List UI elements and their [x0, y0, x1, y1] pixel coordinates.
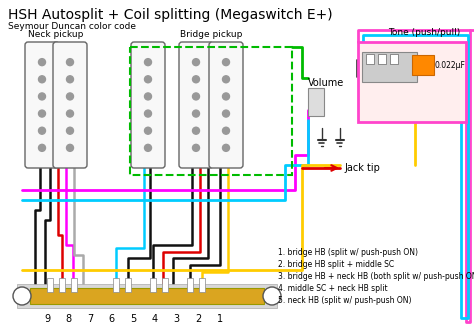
Circle shape — [192, 110, 200, 117]
Circle shape — [66, 59, 73, 66]
Circle shape — [145, 110, 152, 117]
Circle shape — [263, 287, 281, 305]
Bar — [125, 278, 131, 292]
Bar — [366, 54, 374, 64]
Circle shape — [66, 127, 73, 134]
Bar — [30, 288, 264, 304]
Circle shape — [66, 110, 73, 117]
Bar — [362, 52, 417, 82]
Bar — [187, 278, 193, 292]
FancyBboxPatch shape — [25, 42, 59, 168]
Text: Tone (push/pull): Tone (push/pull) — [388, 28, 460, 37]
Bar — [130, 47, 292, 175]
Circle shape — [66, 76, 73, 83]
Circle shape — [38, 76, 46, 83]
Bar — [390, 54, 398, 64]
Circle shape — [145, 127, 152, 134]
Circle shape — [192, 76, 200, 83]
Bar — [17, 284, 277, 308]
Text: 5: 5 — [130, 314, 137, 324]
Circle shape — [38, 127, 46, 134]
Circle shape — [222, 127, 229, 134]
Circle shape — [145, 144, 152, 151]
FancyBboxPatch shape — [53, 42, 87, 168]
Bar — [308, 88, 324, 116]
Circle shape — [222, 59, 229, 66]
Text: 9: 9 — [44, 314, 50, 324]
FancyBboxPatch shape — [131, 42, 165, 168]
Text: 2: 2 — [195, 314, 201, 324]
Text: Volume: Volume — [308, 78, 344, 88]
Bar — [47, 278, 53, 292]
Text: 6: 6 — [109, 314, 115, 324]
Text: Jack tip: Jack tip — [344, 163, 380, 173]
FancyBboxPatch shape — [179, 42, 213, 168]
Bar — [412, 55, 434, 75]
Circle shape — [222, 144, 229, 151]
FancyBboxPatch shape — [209, 42, 243, 168]
Text: 4: 4 — [152, 314, 158, 324]
Bar — [59, 278, 65, 292]
Text: 1. bridge HB (split w/ push-push ON): 1. bridge HB (split w/ push-push ON) — [278, 248, 418, 257]
Circle shape — [145, 76, 152, 83]
Text: 5. neck HB (split w/ push-push ON): 5. neck HB (split w/ push-push ON) — [278, 296, 411, 305]
Circle shape — [145, 93, 152, 100]
Bar — [71, 278, 77, 292]
Bar — [358, 42, 466, 122]
Text: 8: 8 — [65, 314, 72, 324]
Circle shape — [66, 144, 73, 151]
Bar — [113, 278, 119, 292]
Text: Bridge pickup: Bridge pickup — [180, 30, 242, 39]
Bar — [162, 278, 168, 292]
Circle shape — [38, 110, 46, 117]
Text: 3: 3 — [173, 314, 180, 324]
Circle shape — [38, 144, 46, 151]
Circle shape — [222, 110, 229, 117]
Circle shape — [192, 144, 200, 151]
Bar — [378, 54, 386, 64]
Circle shape — [192, 127, 200, 134]
Circle shape — [192, 93, 200, 100]
Circle shape — [38, 59, 46, 66]
Text: HSH Autosplit + Coil splitting (Megaswitch E+): HSH Autosplit + Coil splitting (Megaswit… — [8, 8, 333, 22]
Circle shape — [13, 287, 31, 305]
Text: 3. bridge HB + neck HB (both split w/ push-push ON): 3. bridge HB + neck HB (both split w/ pu… — [278, 272, 474, 281]
Text: 1: 1 — [217, 314, 223, 324]
Circle shape — [192, 59, 200, 66]
Bar — [199, 278, 205, 292]
Text: Seymour Duncan color code: Seymour Duncan color code — [8, 22, 136, 31]
Text: 0.022μF: 0.022μF — [435, 60, 466, 69]
Circle shape — [145, 59, 152, 66]
Text: Neck pickup: Neck pickup — [28, 30, 84, 39]
Text: 7: 7 — [87, 314, 93, 324]
Circle shape — [38, 93, 46, 100]
Circle shape — [222, 93, 229, 100]
Text: 4. middle SC + neck HB split: 4. middle SC + neck HB split — [278, 284, 388, 293]
Text: 2. bridge HB split + middle SC: 2. bridge HB split + middle SC — [278, 260, 394, 269]
Circle shape — [66, 93, 73, 100]
Bar — [150, 278, 156, 292]
Circle shape — [222, 76, 229, 83]
